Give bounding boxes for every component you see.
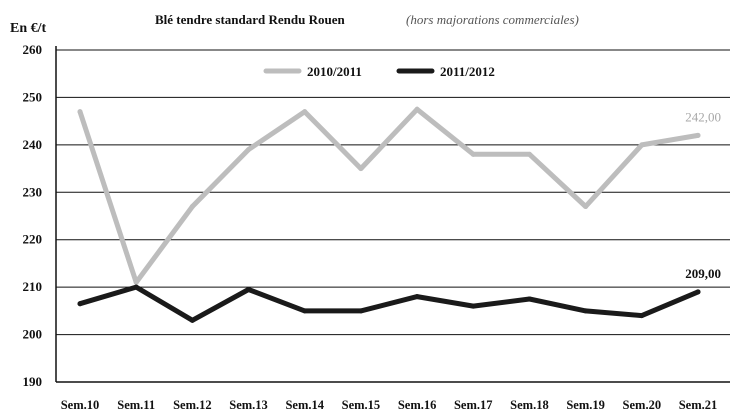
data-point [470, 303, 476, 309]
series-lines [77, 106, 701, 323]
data-point [414, 106, 420, 112]
x-tick-label: Sem.13 [229, 398, 268, 412]
data-point [526, 151, 532, 157]
x-tick-label: Sem.11 [117, 398, 155, 412]
x-tick-labels: Sem.10 Sem.11 Sem.12 Sem.13 Sem.14 Sem.15 Sem.… [61, 398, 718, 412]
data-point [246, 287, 252, 293]
y-tick-label: 260 [23, 42, 43, 57]
data-point [695, 132, 701, 138]
data-point [526, 296, 532, 302]
data-point [639, 313, 645, 319]
x-tick-label: Sem.15 [342, 398, 381, 412]
data-point [583, 308, 589, 314]
data-point [133, 284, 139, 290]
y-tick-label: 250 [23, 89, 43, 104]
data-point [695, 289, 701, 295]
x-tick-label: Sem.21 [679, 398, 718, 412]
y-tick-label: 190 [23, 374, 43, 389]
data-point [133, 279, 139, 285]
y-tick-label: 200 [23, 327, 43, 342]
grid [55, 46, 730, 383]
data-point [414, 294, 420, 300]
data-point [189, 204, 195, 210]
x-tick-label: Sem.14 [285, 398, 324, 412]
data-point [470, 151, 476, 157]
data-point [358, 308, 364, 314]
legend-label: 2010/2011 [307, 64, 362, 79]
x-tick-label: Sem.19 [566, 398, 605, 412]
data-point [302, 109, 308, 115]
data-point [302, 308, 308, 314]
data-point [246, 147, 252, 153]
end-value-label: 209,00 [685, 266, 721, 281]
legend: 2010/2011 2011/2012 [263, 64, 495, 79]
x-tick-label: Sem.18 [510, 398, 549, 412]
x-tick-label: Sem.12 [173, 398, 212, 412]
y-tick-label: 210 [23, 279, 43, 294]
y-tick-label: 230 [23, 184, 43, 199]
data-point [77, 109, 83, 115]
end-labels: 242,00 209,00 [685, 109, 721, 281]
y-axis-label: En €/t [10, 21, 47, 36]
x-tick-label: Sem.20 [623, 398, 662, 412]
end-value-label: 242,00 [685, 109, 721, 124]
legend-label: 2011/2012 [440, 64, 495, 79]
x-tick-label: Sem.16 [398, 398, 437, 412]
x-tick-label: Sem.17 [454, 398, 493, 412]
data-point [77, 301, 83, 307]
y-tick-label: 220 [23, 232, 43, 247]
chart-title: Blé tendre standard Rendu Rouen [155, 12, 346, 27]
chart-subtitle: (hors majorations commerciales) [406, 12, 579, 27]
y-tick-label: 240 [23, 137, 43, 152]
data-point [358, 166, 364, 172]
series-line-2 [77, 284, 701, 323]
data-point [189, 317, 195, 323]
series-line-1 [77, 106, 701, 285]
y-tick-labels: 190 200 210 220 230 240 250 260 [23, 42, 43, 389]
x-tick-label: Sem.10 [61, 398, 100, 412]
data-point [583, 204, 589, 210]
data-point [639, 142, 645, 148]
